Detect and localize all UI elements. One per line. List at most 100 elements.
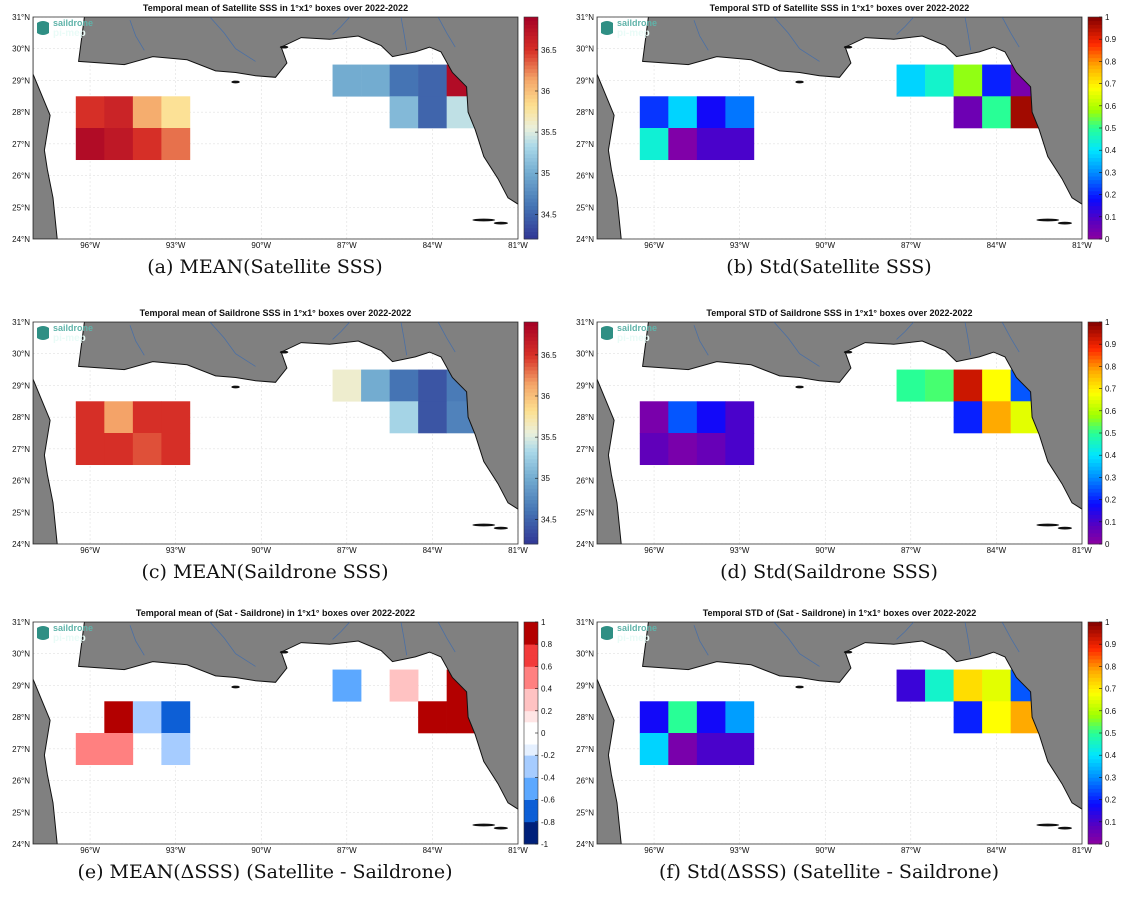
colorbar-segment [1088,714,1102,719]
x-tick-label: 93°W [730,241,750,250]
heatmap-cell [639,401,669,434]
logo-line1: saildrone [53,18,93,28]
x-tick-label: 81°W [1072,241,1092,250]
caption: (d) Std(Saildrone SSS) [720,561,938,583]
colorbar-segment [1088,139,1102,144]
heatmap-cell [725,433,755,466]
colorbar-segment [524,492,538,497]
colorbar-segment [1088,355,1102,360]
colorbar-segment [1088,414,1102,419]
heatmap-cell [389,64,419,97]
colorbar-segment [524,131,538,136]
colorbar-segment [1088,803,1102,808]
logo-line2: pi-mep [53,28,86,39]
colorbar-segment [524,832,538,837]
colorbar-tick-label: -0.4 [541,773,555,782]
y-tick-label: 29°N [576,381,594,390]
x-tick-label: 90°W [815,546,835,555]
river-line [332,17,350,35]
land-mass [642,622,1082,810]
colorbar-segment [1088,142,1102,147]
y-tick-label: 31°N [12,318,30,327]
colorbar-tick-label: 0.9 [1105,340,1117,349]
heatmap-cell [639,733,669,766]
colorbar-segment [524,31,538,36]
colorbar-segment [1088,94,1102,99]
colorbar-segment [1088,39,1102,44]
river-line [400,622,408,656]
colorbar-segment [1088,473,1102,478]
y-tick-label: 31°N [576,318,594,327]
plot-frame [596,16,1083,240]
colorbar-segment [524,94,538,99]
colorbar-segment [524,209,538,214]
colorbar-segment [524,425,538,430]
colorbar-segment [1088,481,1102,486]
heatmap-cell [896,64,926,97]
colorbar-segment [524,377,538,382]
colorbar-segment [524,429,538,434]
colorbar-segment [1088,42,1102,47]
heatmap-cell [418,96,447,129]
land-mass [78,322,518,510]
y-tick-label: 31°N [576,618,594,627]
colorbar-segment [1088,344,1102,349]
y-tick-label: 26°N [12,172,30,181]
land-mass [33,622,58,844]
x-tick-label: 90°W [251,546,271,555]
x-tick-label: 90°W [815,241,835,250]
colorbar-segment [1088,725,1102,730]
heatmap-cell [668,433,698,466]
colorbar-segment [1088,644,1102,649]
y-tick-label: 30°N [576,650,594,659]
y-tick-label: 27°N [12,745,30,754]
colorbar-segment [524,231,538,236]
river-line [209,622,256,667]
river-line [1001,17,1020,48]
colorbar-segment [524,128,538,133]
colorbar-segment [524,521,538,526]
x-tick-label: 90°W [251,241,271,250]
colorbar-segment [1088,190,1102,195]
colorbar-segment [524,50,538,55]
colorbar-segment [524,625,538,630]
colorbar-segment [524,373,538,378]
caption: (e) MEAN(ΔSSS) (Satellite - Saildrone) [77,861,453,883]
colorbar-tick-label: 0 [541,729,546,738]
y-tick-label: 31°N [576,13,594,22]
colorbar-segment [524,725,538,730]
colorbar-segment [1088,458,1102,463]
x-tick-label: 90°W [815,846,835,855]
colorbar-segment [1088,721,1102,726]
island [493,826,509,830]
colorbar-segment [1088,622,1102,627]
colorbar-segment [524,388,538,393]
colorbar-segment [1088,466,1102,471]
panel-c: Temporal mean of Saildrone SSS in 1°x1° … [0,305,564,607]
colorbar-segment [524,503,538,508]
colorbar-segment [1088,766,1102,771]
colorbar-tick-label: -1 [541,840,549,849]
heatmap-cell [925,64,954,97]
colorbar-segment [1088,536,1102,541]
colorbar-segment [524,514,538,519]
colorbar-segment [524,329,538,334]
colorbar-segment [524,692,538,697]
colorbar-segment [1088,799,1102,804]
colorbar-segment [1088,436,1102,441]
colorbar-tick-label: 36 [541,87,550,96]
heatmap-cell [389,96,419,129]
colorbar-segment [524,481,538,486]
colorbar-segment [524,227,538,232]
x-tick-label: 96°W [80,546,100,555]
colorbar-tick-label: 0.5 [1105,124,1117,133]
y-tick-label: 25°N [576,808,594,817]
colorbar-segment [524,714,538,719]
river-line [437,622,456,653]
heatmap-cell [389,401,419,434]
panel-b: Temporal STD of Satellite SSS in 1°x1° b… [564,0,1128,302]
colorbar-segment [1088,781,1102,786]
colorbar-segment [1088,488,1102,493]
heatmap-cell [668,96,698,129]
colorbar-segment [1088,495,1102,500]
